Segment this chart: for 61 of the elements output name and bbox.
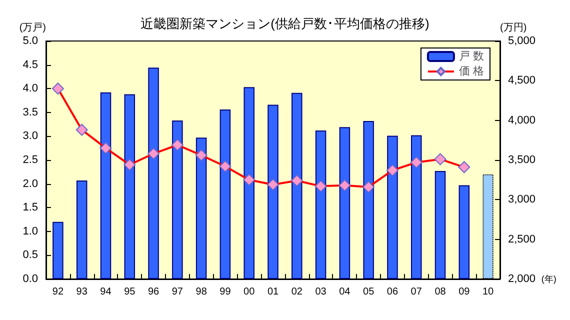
y2-tick-label: 5,000 [508,35,536,47]
bar [434,170,446,279]
y-tick-label: 0.5 [22,249,38,262]
x-tick-label: 94 [100,286,112,298]
y2-tick-label: 3,000 [508,194,536,206]
y-tick-label: 3.5 [22,106,38,118]
x-tick-label: 03 [315,286,327,298]
x-tick-label: 04 [339,286,351,298]
y-tick-label: 4.5 [22,58,38,71]
bar [410,135,422,279]
x-tick-label: 92 [52,286,64,298]
bar [172,120,183,279]
y-tick-label: 4.0 [22,82,38,95]
x-tick-label: 01 [267,286,279,298]
y2-tick-label: 2,500 [508,233,536,246]
bar [220,110,231,279]
x-tick-label: 09 [458,286,470,298]
bar [339,127,350,279]
bar [268,104,278,279]
x-tick-label: 06 [386,286,398,298]
bar [124,94,136,279]
bar [458,185,470,279]
x-tick-label: 02 [291,286,303,298]
y-tick-label: 2.0 [22,178,38,190]
y2-tick-label: 4,000 [508,114,536,126]
y2-tick-label: 4,500 [508,74,536,87]
x-axis-title: (年) [541,274,556,284]
x-tick-label: 93 [76,286,88,298]
x-tick-label: 97 [172,286,184,298]
y-tick-label: 2.5 [22,154,38,166]
bar [363,120,374,279]
x-tick-label: 95 [124,286,136,298]
y-tick-label: 1.5 [22,202,38,214]
chart-title: 近畿圏新築マンション(供給戸数･平均価格の推移) [140,16,430,31]
legend-label: 戸 数 [458,50,484,62]
y2-tick-label: 2,000 [508,273,536,285]
y-tick-label: 3.0 [22,130,38,142]
x-tick-label: 98 [196,286,208,298]
x-tick-label: 08 [434,286,446,298]
bar [76,180,88,279]
bar [244,87,254,279]
y2-tick-label: 3,500 [508,154,536,166]
bar [196,138,207,279]
x-tick-label: 07 [410,286,422,298]
x-tick-label: 99 [220,286,232,298]
x-tick-label: 10 [482,286,494,298]
bar [315,130,326,279]
y-tick-label: 0.0 [22,273,38,285]
y-tick-label: 5.0 [22,35,38,47]
x-tick-label: 00 [244,286,256,298]
x-tick-label: 05 [363,286,375,298]
x-tick-label: 96 [148,286,160,298]
bar [292,92,302,279]
y-tick-label: 1.0 [22,225,38,238]
bar [52,222,64,279]
legend-label: 価 格 [458,66,484,78]
y2-axis-title: (万円) [500,22,527,34]
y-axis-title: (万戸) [19,22,46,34]
bar [148,68,159,279]
bar [387,136,398,279]
bar [100,92,112,279]
